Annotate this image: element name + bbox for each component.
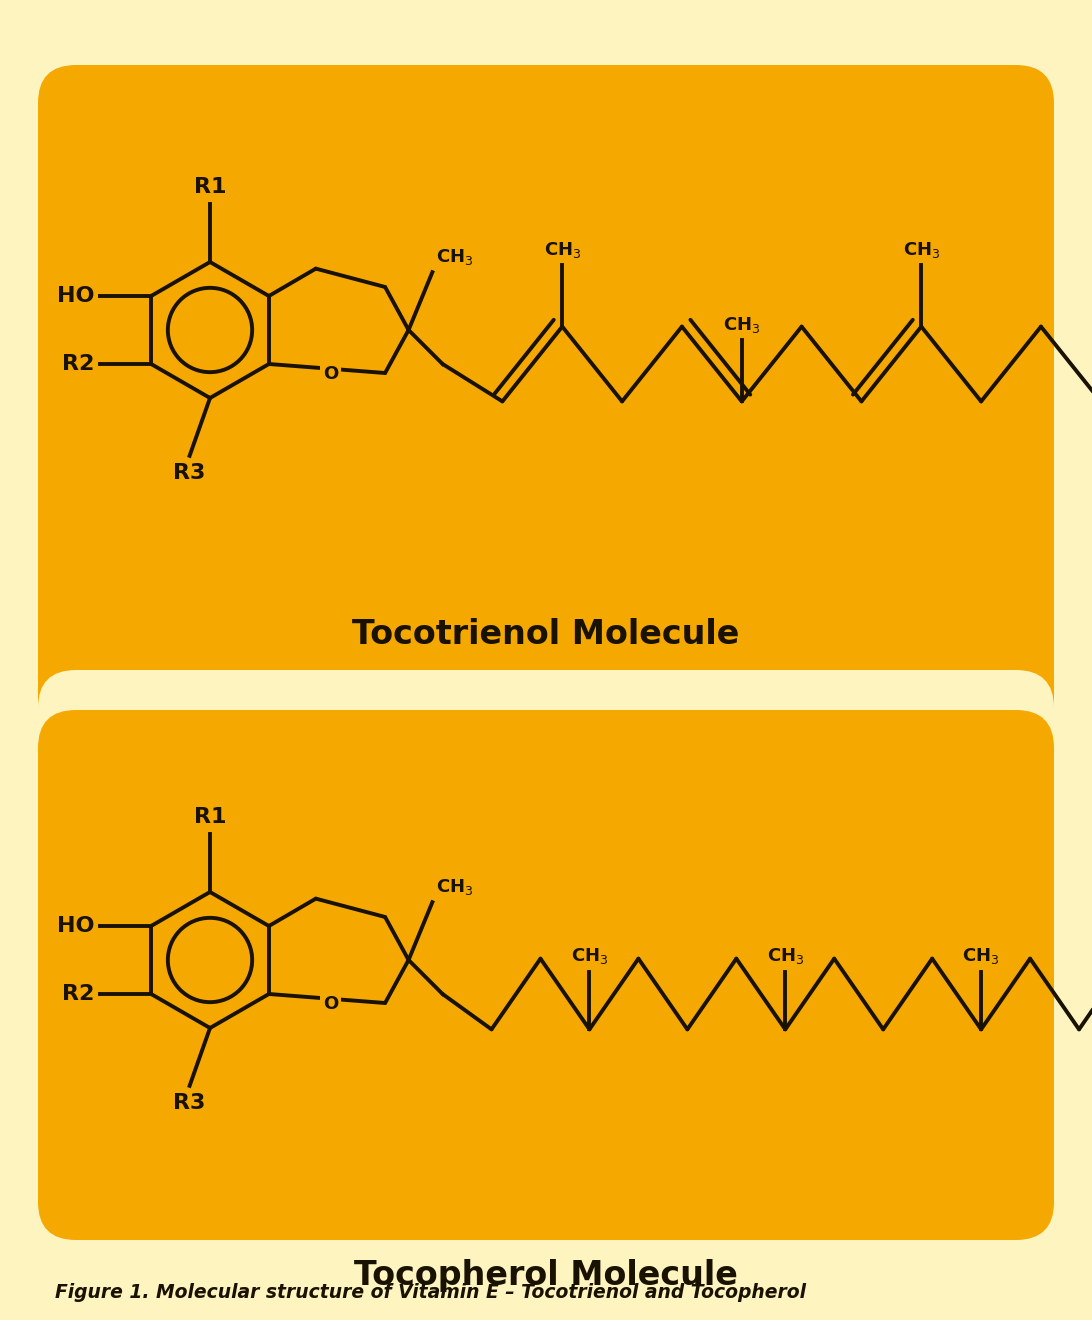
Text: Tocotrienol Molecule: Tocotrienol Molecule — [353, 619, 739, 652]
Text: O: O — [323, 995, 339, 1012]
Text: O: O — [323, 364, 339, 383]
FancyBboxPatch shape — [38, 112, 1054, 708]
Text: CH$_3$: CH$_3$ — [436, 876, 473, 896]
Text: HO: HO — [57, 916, 95, 936]
Text: CH$_3$: CH$_3$ — [903, 240, 940, 260]
Text: Tocopherol Molecule: Tocopherol Molecule — [354, 1258, 738, 1291]
Text: CH$_3$: CH$_3$ — [544, 240, 581, 260]
FancyBboxPatch shape — [38, 65, 1054, 595]
Text: CH$_3$: CH$_3$ — [767, 946, 804, 966]
Text: R2: R2 — [62, 354, 95, 374]
Text: Figure 1. Molecular structure of Vitamin E – Tocotrienol and Tocopherol: Figure 1. Molecular structure of Vitamin… — [55, 1283, 806, 1302]
Text: R1: R1 — [193, 808, 226, 828]
Text: CH$_3$: CH$_3$ — [436, 247, 473, 267]
Text: R1: R1 — [193, 177, 226, 198]
FancyBboxPatch shape — [38, 710, 1054, 1239]
Text: CH$_3$: CH$_3$ — [962, 946, 1000, 966]
Text: R3: R3 — [174, 462, 205, 483]
Text: HO: HO — [57, 286, 95, 306]
Text: CH$_3$: CH$_3$ — [723, 314, 760, 335]
Text: R3: R3 — [174, 1093, 205, 1113]
Text: R2: R2 — [62, 983, 95, 1005]
Text: CH$_3$: CH$_3$ — [571, 946, 608, 966]
